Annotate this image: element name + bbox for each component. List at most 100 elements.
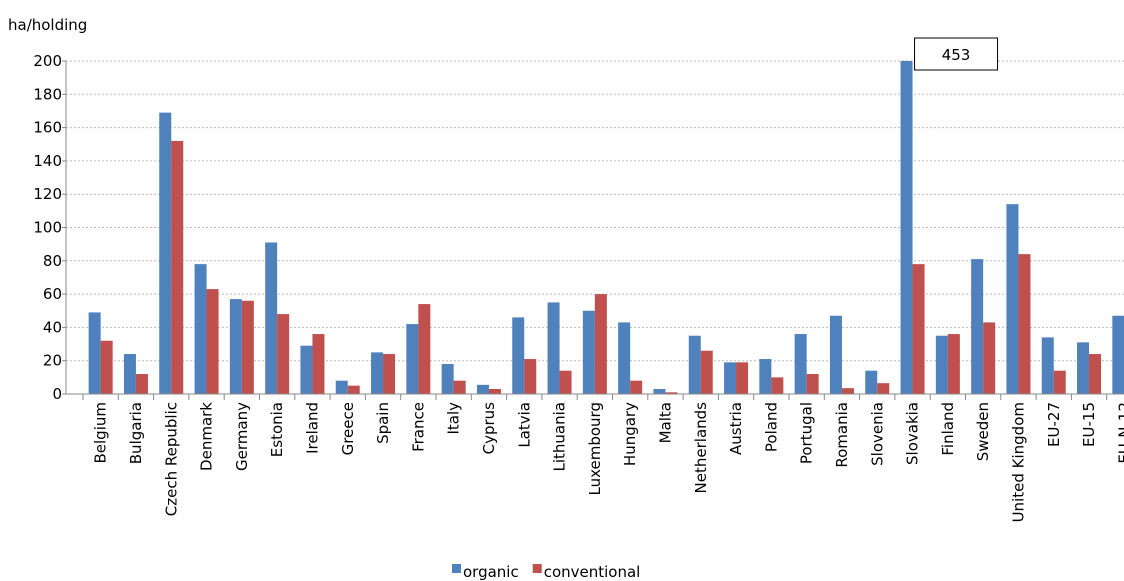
bar	[1041, 337, 1054, 394]
bar	[877, 383, 890, 394]
x-tick-label: Greece	[339, 402, 357, 455]
bar	[1018, 254, 1031, 394]
y-tick-label: 0	[52, 385, 62, 403]
x-tick-label: Lithuania	[551, 402, 569, 471]
bar	[935, 335, 948, 394]
y-tick-label: 120	[33, 185, 62, 203]
bar	[559, 370, 572, 394]
y-tick-label: 60	[43, 285, 62, 303]
legend-swatch	[452, 564, 461, 573]
value-label: 453	[942, 46, 971, 64]
x-tick-label: EU-N-12	[1115, 402, 1124, 464]
x-tick-label: France	[409, 402, 427, 452]
x-tick-label: Sweden	[974, 402, 992, 461]
bar	[524, 359, 537, 394]
bar	[900, 61, 913, 394]
x-tick-label: Netherlands	[692, 402, 710, 494]
bars	[88, 61, 1124, 395]
bar	[688, 335, 701, 394]
bar	[582, 310, 595, 394]
bar	[630, 380, 643, 394]
bar	[983, 322, 996, 394]
bar	[277, 314, 290, 394]
bar	[1053, 370, 1066, 394]
x-tick-label: Slovakia	[904, 402, 922, 465]
bar	[441, 364, 454, 394]
bar	[547, 302, 560, 394]
x-tick-label: United Kingdom	[1009, 402, 1027, 522]
bar	[736, 362, 749, 394]
bar	[594, 294, 607, 394]
y-tick-label: 180	[33, 85, 62, 103]
bar	[618, 322, 631, 394]
x-tick-label: Hungary	[621, 402, 639, 466]
x-tick-label: Latvia	[515, 402, 533, 448]
x-tick-label: Luxembourg	[586, 402, 604, 496]
bar	[912, 264, 925, 394]
x-tick-label: Belgium	[92, 402, 110, 464]
x-tick-label: Spain	[374, 402, 392, 444]
x-tick-label: Romania	[833, 402, 851, 468]
bar	[194, 264, 207, 394]
x-tick-label: Czech Republic	[162, 402, 180, 516]
x-tick-label: Austria	[727, 402, 745, 455]
bar	[312, 334, 325, 394]
bar	[841, 388, 854, 394]
y-tick-label: 100	[33, 219, 62, 237]
y-tick-label: 80	[43, 252, 62, 270]
y-tick-label: 140	[33, 152, 62, 170]
bar	[1089, 354, 1102, 394]
bar	[665, 392, 678, 394]
bar	[488, 389, 501, 394]
bar	[206, 289, 219, 394]
bar	[1006, 204, 1019, 394]
bar	[241, 300, 254, 394]
foreground: 0 20 40 60 80 100 120 140 160 180 200 Belgium Bulgar…	[33, 37, 1124, 581]
x-tick-label: Germany	[233, 402, 251, 471]
bar	[123, 354, 136, 394]
legend-label: conventional	[544, 563, 641, 581]
bar	[865, 370, 878, 394]
x-tick-label: Poland	[762, 402, 780, 452]
y-tick-label: 40	[43, 318, 62, 336]
x-tick-label: Cyprus	[480, 402, 498, 455]
bar	[371, 352, 384, 394]
annotation-box	[914, 37, 999, 71]
bar	[947, 334, 960, 394]
bar	[700, 350, 713, 394]
x-tick-label: Italy	[445, 402, 463, 435]
bar	[1077, 342, 1090, 394]
x-tick-label: Slovenia	[868, 402, 886, 466]
x-tick-label: Ireland	[303, 402, 321, 454]
bar	[406, 324, 419, 394]
bar	[135, 374, 148, 394]
y-axis-label: ha/holding	[8, 16, 87, 34]
bar	[1112, 315, 1124, 394]
bar	[229, 299, 242, 394]
bar	[971, 259, 984, 394]
bar	[300, 345, 313, 394]
bar	[771, 377, 784, 394]
y-tick-label: 200	[33, 52, 62, 70]
bar	[794, 334, 807, 394]
bar	[88, 312, 101, 394]
bar	[829, 315, 842, 394]
bar	[453, 380, 466, 394]
bar	[806, 374, 819, 394]
bar	[100, 340, 113, 394]
x-tick-label: Denmark	[198, 402, 216, 471]
y-tick-label: 20	[43, 352, 62, 370]
bar	[653, 389, 666, 394]
x-tick-label: Bulgaria	[127, 402, 145, 464]
x-tick-label: Finland	[939, 402, 957, 456]
legend-label: organic	[463, 563, 519, 581]
x-tick-label: EU-27	[1045, 402, 1063, 447]
y-tick-label: 160	[33, 119, 62, 137]
bar	[265, 242, 278, 394]
bar	[759, 359, 772, 394]
bar	[418, 304, 431, 394]
bar	[347, 385, 360, 394]
x-tick-label: Portugal	[798, 402, 816, 464]
x-tick-label: Estonia	[268, 402, 286, 457]
